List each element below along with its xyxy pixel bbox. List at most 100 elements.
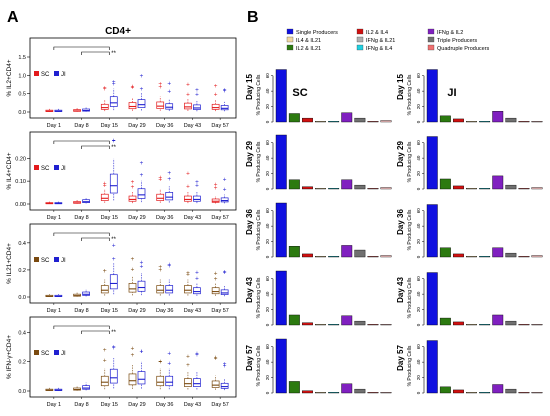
bar-3	[315, 121, 326, 123]
y-tick-label: 0.0	[18, 389, 26, 395]
legend-label-ji: JI	[61, 72, 66, 78]
y-tick-label: 60	[265, 208, 270, 214]
legend-swatch-4	[356, 36, 364, 43]
outlier-ji: +	[223, 363, 227, 369]
bar-6	[505, 117, 517, 123]
y-tick-label: 60	[265, 73, 270, 79]
outlier-sc: +	[158, 359, 162, 365]
y-tick-label: 0	[416, 255, 421, 258]
bar-8	[531, 324, 543, 326]
box-ji	[193, 378, 201, 387]
bar-5	[341, 245, 353, 258]
legend-label-7: IFNg & IL4	[366, 46, 392, 52]
box-sc	[156, 101, 165, 109]
bar-5	[492, 175, 504, 190]
y-tick-label: 0	[265, 255, 270, 258]
y-tick-label: 40	[265, 359, 270, 365]
bar-4	[479, 324, 491, 326]
outlier-ji: +	[139, 264, 143, 270]
y-axis-label: % Producing Cells	[407, 74, 413, 115]
bar-8	[380, 255, 392, 258]
plot-frame	[29, 316, 237, 398]
bar-1	[288, 245, 300, 258]
significance-bracket	[53, 140, 110, 144]
y-tick-label: 20	[265, 171, 270, 177]
outlier-ji: +	[195, 179, 199, 185]
y-tick-label: 0.10	[15, 179, 26, 185]
day-label: Day 36	[396, 209, 405, 235]
y-tick-label: 60	[416, 344, 421, 350]
box-ji	[193, 195, 201, 202]
y-tick-label: 1.0	[18, 73, 26, 79]
outlier-ji: +	[223, 187, 227, 193]
legend-label-1: IL2 & IL4	[366, 30, 388, 36]
outlier-ji: +	[167, 177, 171, 183]
bar-6	[505, 184, 517, 190]
bar-6	[505, 252, 517, 258]
outlier-ji: +	[167, 170, 171, 176]
y-tick-label: 0	[265, 187, 270, 190]
x-tick-label: Day 29	[128, 123, 145, 129]
bar-1	[288, 113, 300, 123]
x-tick-label: Day 43	[184, 308, 201, 314]
outlier-sc: +	[186, 272, 190, 278]
bar-chart-day-29-sc: Day 29% Producing Cells 0 20 40 60	[245, 134, 392, 190]
day-label: Day 15	[245, 74, 254, 100]
outlier-ji: +	[195, 276, 199, 282]
significance-bracket	[53, 46, 110, 50]
y-tick-label: 20	[265, 104, 270, 110]
x-tick-label: Day 15	[101, 308, 118, 314]
legend-swatch-2	[427, 28, 435, 35]
box-sc	[156, 285, 165, 294]
x-tick-label: Day 15	[101, 402, 118, 408]
bar-4	[479, 121, 491, 123]
y-axis-label: % Producing Cells	[256, 74, 262, 115]
x-tick-label: Day 36	[156, 123, 173, 129]
box-ji	[165, 375, 174, 387]
bar-chart-day-43-ji: Day 43% Producing Cells 0 20 40 60	[396, 272, 543, 326]
box-ji	[220, 105, 229, 111]
bar-1	[439, 115, 451, 123]
outlier-ji: +	[223, 87, 227, 93]
y-tick-label: 40	[416, 223, 421, 229]
bar-6	[354, 184, 366, 190]
bar-8	[380, 187, 392, 190]
box-sc	[184, 378, 192, 387]
x-tick-label: Day 8	[74, 123, 88, 129]
bar-7	[518, 256, 530, 258]
bar-7	[367, 324, 379, 326]
legend-label-ji: JI	[61, 166, 66, 172]
bar-2	[453, 185, 464, 190]
y-axis-label: % IL2+CD4+	[6, 59, 13, 96]
outlier-sc: +	[130, 267, 134, 273]
outlier-ji: +	[112, 243, 116, 249]
y-tick-label: 40	[416, 359, 421, 365]
legend-swatch-sc	[34, 71, 39, 76]
outlier-sc: +	[186, 82, 190, 88]
legend-label-sc: SC	[41, 351, 50, 357]
box-ji	[82, 291, 90, 296]
outlier-sc: +	[103, 269, 107, 275]
x-tick-label: Day 29	[128, 402, 145, 408]
box-sc	[128, 373, 137, 386]
outlier-ji: +	[112, 139, 116, 145]
x-tick-label: Day 57	[211, 308, 228, 314]
box-ji	[137, 280, 146, 292]
bar-1	[439, 317, 451, 326]
bar-7	[367, 121, 379, 123]
box-sc	[156, 193, 165, 201]
y-tick-label: 40	[265, 155, 270, 161]
bar-2	[302, 117, 313, 123]
y-tick-label: 40	[416, 291, 421, 297]
significance-mark: **	[111, 330, 116, 336]
legend-swatch-7	[356, 44, 364, 51]
bar-4	[328, 324, 340, 326]
bar-2	[453, 253, 464, 258]
box-ji	[165, 103, 174, 110]
outlier-sc: +	[186, 354, 190, 360]
legend-swatch-5	[427, 36, 435, 43]
outlier-sc: +	[130, 85, 134, 91]
legend-swatch-ji	[54, 71, 59, 76]
bar-3	[315, 324, 326, 326]
significance-bracket	[53, 325, 110, 329]
